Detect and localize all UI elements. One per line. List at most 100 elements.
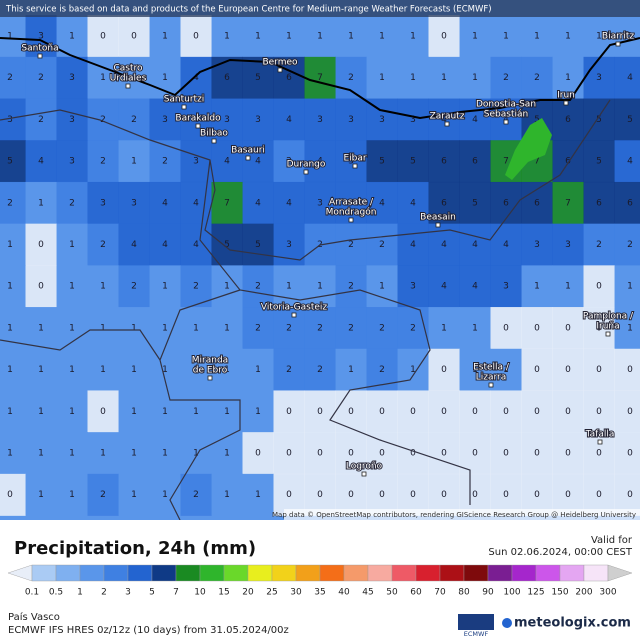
cell-value: 6	[503, 198, 509, 208]
city-label: Basauri	[231, 146, 265, 156]
cell-value: 1	[162, 282, 168, 292]
cell-value: 2	[348, 282, 354, 292]
cell-value: 1	[7, 365, 13, 375]
cell-value: 3	[596, 73, 602, 83]
cell-value: 3	[69, 115, 75, 125]
ecmwf-logo	[458, 614, 494, 630]
cell-value: 2	[534, 73, 540, 83]
cell-value: 3	[255, 115, 261, 125]
city-marker	[445, 122, 449, 126]
legend-swatch	[32, 565, 56, 581]
cell-value: 5	[410, 157, 416, 167]
cell-value: 0	[534, 490, 540, 500]
cell-value: 4	[627, 157, 633, 167]
city-marker	[126, 84, 130, 88]
legend-tick: 35	[314, 588, 325, 598]
legend-tick: 40	[338, 588, 350, 598]
legend-swatch	[152, 565, 176, 581]
cell-value: 1	[69, 32, 75, 42]
cell-value: 1	[69, 282, 75, 292]
cell-value: 2	[100, 157, 106, 167]
cell-value: 1	[131, 323, 137, 333]
cell-value: 1	[131, 365, 137, 375]
city-label: Vitoria-Gasteiz	[261, 303, 328, 313]
model: ECMWF IFS HRES 0z/12z (10 days) from 31.…	[8, 625, 289, 636]
city-label: Tafalla	[585, 430, 615, 440]
legend-tick: 2	[101, 588, 107, 598]
cell-value: 0	[317, 449, 323, 459]
cell-value: 1	[472, 323, 478, 333]
cell-value: 4	[379, 198, 385, 208]
cell-value: 4	[472, 282, 478, 292]
cell-value: 2	[100, 240, 106, 250]
cell-value: 2	[348, 323, 354, 333]
cell-value: 0	[565, 490, 571, 500]
cell-value: 2	[286, 323, 292, 333]
cell-value: 1	[69, 449, 75, 459]
cell-value: 1	[534, 282, 540, 292]
cell	[0, 224, 26, 266]
cell-value: 2	[38, 115, 44, 125]
city-label: Barakaldo	[175, 114, 221, 124]
cell-value: 3	[69, 73, 75, 83]
cell-value: 4	[162, 198, 168, 208]
cell-value: 0	[503, 490, 509, 500]
cell-value: 0	[286, 490, 292, 500]
brand-icon	[502, 618, 512, 628]
cell-value: 1	[317, 32, 323, 42]
cell-value: 3	[131, 198, 137, 208]
city-marker	[353, 164, 357, 168]
cell-value: 1	[472, 32, 478, 42]
legend-swatch	[536, 565, 560, 581]
cell-value: 1	[162, 73, 168, 83]
cell-value: 4	[441, 282, 447, 292]
city-marker	[38, 54, 42, 58]
cell-value: 0	[317, 407, 323, 417]
city-label: Bilbao	[200, 129, 228, 139]
city-label: Donostia-San	[476, 100, 536, 110]
city-marker	[212, 139, 216, 143]
cell-value: 0	[38, 282, 44, 292]
cell-value: 4	[627, 73, 633, 83]
cell-value: 0	[596, 365, 602, 375]
legend-swatch	[296, 565, 320, 581]
cell-value: 3	[193, 157, 199, 167]
cell-value: 0	[534, 449, 540, 459]
city-marker	[304, 170, 308, 174]
cell-value: 4	[472, 240, 478, 250]
cell-value: 0	[410, 490, 416, 500]
cell-value: 2	[193, 282, 199, 292]
city-label: Castro	[113, 64, 143, 74]
cell-value: 1	[193, 323, 199, 333]
cell	[0, 432, 26, 474]
cell-value: 0	[472, 449, 478, 459]
city-marker	[278, 68, 282, 72]
legend-swatch	[224, 565, 248, 581]
cell-value: 2	[193, 490, 199, 500]
cell-value: 1	[38, 449, 44, 459]
legend-tick: 30	[290, 588, 302, 598]
cell-value: 4	[410, 198, 416, 208]
cell-value: 4	[38, 157, 44, 167]
header: This service is based on data and produc…	[5, 5, 492, 15]
legend-swatch	[416, 565, 440, 581]
cell-value: 0	[131, 32, 137, 42]
cell-value: 4	[503, 240, 509, 250]
city-marker	[196, 124, 200, 128]
legend-tick: 60	[410, 588, 422, 598]
cell-value: 1	[441, 323, 447, 333]
cell-value: 1	[348, 32, 354, 42]
cell-value: 0	[534, 407, 540, 417]
cell-value: 1	[162, 32, 168, 42]
cell-value: 1	[410, 73, 416, 83]
cell-value: 0	[503, 323, 509, 333]
cell-value: 5	[255, 240, 261, 250]
cell-value: 1	[38, 407, 44, 417]
cell	[0, 57, 26, 99]
legend-swatch	[440, 565, 464, 581]
cell-value: 1	[7, 323, 13, 333]
cell-value: 4	[472, 115, 478, 125]
cell-value: 3	[224, 115, 230, 125]
cell-value: 0	[596, 449, 602, 459]
legend-tick: 90	[482, 588, 494, 598]
